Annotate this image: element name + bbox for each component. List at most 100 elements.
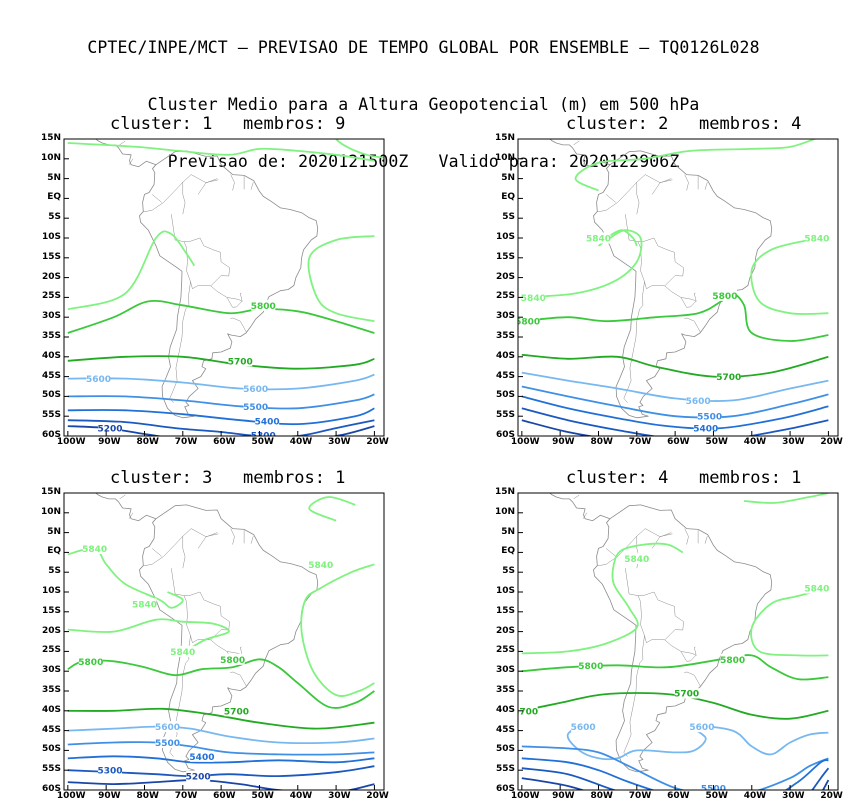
lon-tick-label: 70W [628,437,652,447]
contour-label: 5400 [693,425,718,435]
south-america-coastline [139,150,319,419]
contour-line [521,385,829,419]
contour-label: 5800 [720,656,745,666]
contour-label: 5700 [674,689,699,699]
country-border [623,635,645,757]
lat-tick-label: 45S [495,370,515,381]
contour-line [67,658,375,709]
country-border [684,671,701,687]
country-border [169,281,191,403]
lon-tick-label: 90W [552,437,575,447]
contour-label: 5200 [186,773,211,783]
contour-label-bg [518,705,538,717]
lon-tick-label: 60W [667,437,690,447]
map-frame [63,138,385,437]
lon-tick-label: 90W [98,437,121,447]
contour-line [67,419,375,436]
contour-label: 5840 [308,561,333,571]
contour-line [308,496,356,522]
contour-label-bg [243,400,268,412]
contour-label-bg [720,653,745,665]
lon-tick-label: 100W [510,437,540,447]
lat-tick-label: 30S [495,311,515,322]
contour-label-bg [97,764,122,776]
lat-tick-label: 10N [494,506,515,517]
contour-label: 5400 [189,753,214,763]
contour-label: 5500 [243,403,268,413]
lon-tick-label: 80W [590,791,613,801]
lat-tick-label: 55S [495,410,515,421]
lat-tick-label: EQ [501,546,515,557]
lat-tick-label: 25S [41,291,61,302]
contour-line [811,767,830,790]
lat-tick-label: 15N [494,133,515,143]
contour-label-bg [189,750,214,762]
lat-tick-label: EQ [47,192,61,203]
lon-tick-label: 40W [289,791,313,801]
contour-line [521,395,829,430]
contour-label-bg [155,721,180,733]
contour-line [67,779,375,790]
country-border [625,214,684,289]
lat-tick-label: 50S [41,390,61,401]
contour-label: 5840 [804,585,829,595]
contour-label-bg [686,394,711,406]
contour-line [67,299,375,334]
panel-title-1: cluster: 1 membros: 9 [110,114,346,134]
contour-line [521,407,829,436]
contour-label: 5840 [624,555,649,565]
map-frame [517,492,839,791]
map-layers: 5840 5840 5840 5840 5800 5800 5700 5600 5500 5400… [67,493,375,790]
country-border [605,194,616,203]
lon-tick-label: 30W [328,437,351,447]
contour-line [521,777,586,790]
lon-tick-label: 20W [366,437,389,447]
contour-label-bg [251,429,276,436]
country-border [230,528,235,545]
panel-title-3: cluster: 3 membros: 1 [110,468,346,488]
contour-label: 5840 [170,648,195,658]
contour-label-bg [518,315,540,327]
country-border [119,494,126,500]
contour-line [605,229,638,247]
contour-line [521,542,684,655]
contour-line [307,235,375,323]
lat-tick-label: 10N [494,152,515,163]
country-border [684,174,689,191]
lat-tick-label: 5N [47,526,61,537]
contour-label-bg [97,422,122,434]
contour-label-bg [228,355,253,367]
contour-label: 5840 [132,600,157,610]
lat-tick-label: 15S [495,605,515,616]
lat-tick-label: 20S [495,271,515,282]
lat-tick-label: 5S [48,212,61,223]
country-border [128,512,134,519]
contour-line [822,779,830,790]
lat-tick-label: 10S [41,232,61,242]
map-frame [63,492,385,791]
map-layers: 5840 5840 5840 5800 5800 5700 5600 5500 5400 [518,139,829,436]
lon-tick-label: 100W [56,437,86,447]
central-america-coastline [95,493,157,522]
lat-tick-label: 15N [494,487,515,497]
contour-label-bg [586,232,611,244]
south-america-coastline [593,150,773,419]
contour-line [67,618,230,653]
contour-line [750,237,829,315]
lat-tick-label: 30S [495,665,515,676]
lat-tick-label: 50S [41,744,61,755]
contour-label-bg [674,687,699,699]
lat-tick-label: 20S [41,271,61,282]
lat-tick-label: 40S [495,350,515,361]
contour-line [521,371,829,402]
country-border [250,536,254,544]
contour-label-bg [243,382,268,394]
contour-label-bg [86,373,111,385]
country-border [197,178,218,195]
contour-label: 5300 [251,432,276,442]
country-border [573,140,580,146]
contour-line [67,393,375,410]
lon-tick-label: 40W [743,791,767,801]
country-border [597,528,673,567]
